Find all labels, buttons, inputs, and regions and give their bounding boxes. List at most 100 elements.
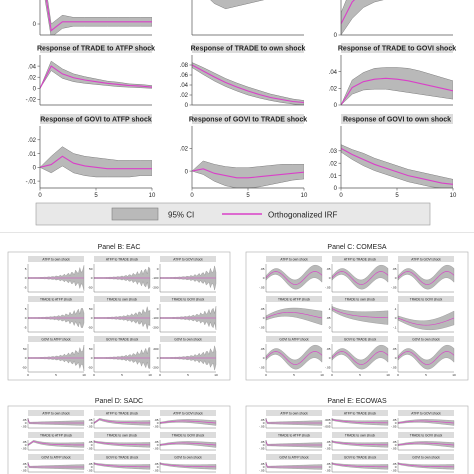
plot-body [341, 0, 384, 35]
mini-y-tick-label: 0 [157, 421, 159, 425]
mini-irf-line [159, 420, 217, 424]
mini-plot: TRADE to own shock .050-.05 [87, 432, 151, 450]
mini-y-tick-label: 0 [263, 276, 265, 280]
mini-y-tick-label: .05 [260, 347, 265, 351]
mini-irf-line [27, 463, 84, 468]
mini-title-strip [398, 432, 454, 438]
mini-y-tick-label: 0 [91, 443, 93, 447]
irf-line [341, 147, 453, 185]
mini-y-tick-label: 0 [395, 316, 397, 320]
mini-y-tick-label: -.05 [391, 424, 397, 428]
mini-plot: TRADE to GOVI shock .1 0 -.1 [393, 296, 455, 333]
mini-y-tick-label: 0 [329, 465, 331, 469]
mini-y-tick-label: .05 [154, 418, 159, 422]
mini-title-strip [398, 454, 454, 460]
y-tick-label: -.01 [26, 179, 37, 185]
mini-title: TRADE to own shock [107, 298, 138, 302]
mini-title: GOVI to TRADE shock [344, 456, 377, 460]
y-tick-label: 0 [185, 169, 189, 175]
mini-irf-line [27, 419, 84, 424]
mini-x-tick-label: 10 [214, 373, 218, 377]
mini-title: GOVI to own shock [174, 338, 202, 342]
mini-title-strip [332, 296, 388, 302]
mini-irf-line [265, 441, 322, 446]
mini-ci-band [265, 264, 323, 290]
plot-body [40, 60, 152, 89]
mini-title-strip [94, 454, 150, 460]
mini-title: TRADE to ATFP shock [40, 298, 73, 302]
mini-title: TRADE to ATFP shock [278, 298, 311, 302]
ci-band [341, 0, 384, 35]
mini-y-tick-label: 0 [263, 465, 265, 469]
mini-title: ATFP to GOVI shock [411, 258, 441, 262]
mini-irf-line [331, 419, 389, 424]
mini-irf-line [93, 463, 151, 468]
mini-y-tick-label: 0 [395, 276, 397, 280]
irf-subplot [191, 0, 304, 36]
mini-x-tick-label: 10 [320, 373, 324, 377]
mini-x-tick-label: 5 [187, 373, 189, 377]
mini-irf-line [331, 308, 389, 318]
mini-y-tick-label: 0 [395, 443, 397, 447]
irf-subplot: Response of TRADE to ATFP shock .04 .02 0 -.… [26, 43, 155, 106]
mini-y-tick-label: .05 [88, 440, 93, 444]
subplot-title-strip [192, 43, 304, 53]
mini-title: ATFP to own shock [280, 412, 308, 416]
mini-title-strip [398, 336, 454, 342]
mini-plot: ATFP to own shock 5 0 -5 [24, 256, 85, 293]
plot-body [192, 62, 304, 105]
mini-irf-line [159, 463, 217, 468]
mini-irf-line [397, 317, 455, 326]
plot-body [40, 146, 152, 178]
mini-title: GOVI to TRADE shock [106, 338, 139, 342]
mini-y-tick-label: -50 [88, 365, 93, 369]
mini-x-tick-label: 0 [93, 373, 95, 377]
y-tick-label: .01 [28, 152, 37, 158]
mini-y-tick-label: .05 [326, 462, 331, 466]
ci-legend-label: 95% CI [168, 211, 194, 220]
mini-y-tick-label: 0 [25, 465, 27, 469]
mini-title-strip [332, 410, 388, 416]
mini-x-tick-label: 10 [386, 373, 390, 377]
mini-y-tick-label: .05 [260, 307, 265, 311]
y-tick-label: .02 [28, 75, 37, 81]
mini-y-tick-label: -.05 [391, 468, 397, 472]
mini-y-tick-label: 0 [91, 465, 93, 469]
mini-y-tick-label: 0 [157, 465, 159, 469]
mini-x-tick-label: 10 [452, 373, 456, 377]
plot-body [192, 160, 304, 188]
mini-irf-line [265, 271, 323, 285]
y-tick-label: 0 [334, 186, 338, 192]
mini-ci-band [265, 344, 323, 370]
ci-band [341, 144, 453, 188]
y-tick-label: 0 [185, 103, 189, 109]
mini-y-tick-label: 0 [157, 443, 159, 447]
mini-y-tick-label: -5 [24, 325, 27, 329]
mini-title-strip [160, 296, 216, 302]
mini-y-tick-label: -50 [88, 325, 93, 329]
panel-frame [245, 405, 469, 474]
mini-irf-line [265, 312, 323, 319]
mini-y-tick-label: 0 [157, 356, 159, 360]
mini-title: GOVI to own shock [412, 456, 440, 460]
mini-y-tick-label: -.05 [259, 468, 265, 472]
mini-plot: TRADE to own shock 50 0 -50 [88, 296, 151, 333]
subplot-title: Response of TRADE to own shock [191, 46, 306, 53]
y-tick-label: 0 [334, 103, 338, 109]
y-tick-label: 0 [33, 166, 37, 172]
mini-plot: TRADE to GOVI shock .050-.05 [153, 432, 217, 450]
x-tick-label: 0 [339, 193, 343, 199]
mini-title: GOVI to own shock [412, 338, 440, 342]
mini-title: TRADE to ATFP shock [40, 434, 73, 438]
plot-body [341, 67, 453, 105]
mini-plot: ATFP to GOVI shock .050-.05 [391, 410, 455, 428]
subplot-title: Response of GOVI to TRADE shock [189, 117, 307, 124]
mini-y-tick-label: 0 [395, 421, 397, 425]
mini-plot: ATFP to own shock .05 0 -.05 [259, 256, 323, 293]
mini-irf-line [397, 420, 455, 424]
